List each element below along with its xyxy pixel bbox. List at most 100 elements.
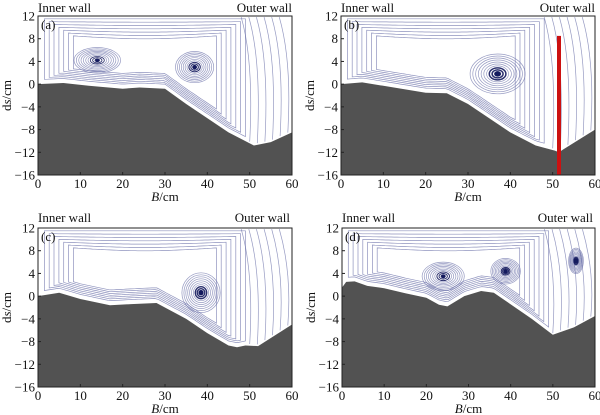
y-axis-label: ds/cm	[302, 80, 317, 111]
y-tick-label: −16	[15, 168, 36, 183]
y-tick-label: 8	[29, 31, 36, 46]
y-axis-label-unit: /cm	[302, 80, 317, 100]
y-tick-label: −8	[21, 334, 35, 349]
y-tick-label: −12	[319, 357, 339, 372]
y-axis-label-prefix: d	[0, 104, 14, 111]
x-tick-label: 30	[462, 176, 475, 191]
vortex-ring	[177, 52, 213, 82]
bed-profile	[38, 292, 292, 387]
inner-wall-label: Inner wall	[38, 0, 91, 15]
vortex-ring	[486, 65, 509, 83]
y-tick-label: 12	[22, 9, 35, 24]
y-tick-label: −16	[318, 168, 339, 183]
x-tick-label: 50	[243, 388, 256, 403]
x-tick-label: 60	[589, 176, 600, 191]
y-tick-label: 0	[332, 77, 339, 92]
y-axis-label-symbol: s	[0, 99, 14, 104]
streamline	[566, 229, 577, 325]
panel-b: Inner wall Outer wall 0 10 20 30 40 50 6012840…	[302, 0, 600, 204]
streamline	[44, 230, 246, 343]
streamline	[544, 229, 555, 334]
x-tick-label: 50	[546, 388, 559, 403]
x-tick-label: 10	[74, 176, 87, 191]
y-tick-label: −12	[15, 357, 35, 372]
outer-wall-label: Outer wall	[237, 0, 293, 15]
vortex-ring	[189, 280, 213, 305]
y-tick-label: 0	[29, 289, 36, 304]
streamline	[73, 35, 217, 110]
x-axis-label: B/cm	[455, 401, 482, 415]
y-tick-label: −4	[21, 99, 35, 114]
streamline	[543, 17, 555, 149]
streamline	[240, 17, 252, 142]
x-tick-label: 40	[504, 176, 517, 191]
y-axis-label-unit: /cm	[0, 80, 14, 100]
streamline	[48, 21, 241, 133]
streamline	[347, 230, 549, 328]
bed-profile	[38, 83, 292, 175]
y-axis-label: ds/cm	[0, 292, 14, 323]
y-tick-label: 0	[29, 77, 36, 92]
streamline	[356, 24, 535, 138]
x-tick-label: 40	[504, 388, 517, 403]
streamline	[263, 17, 274, 140]
x-axis-label-unit: /cm	[159, 189, 179, 204]
vortex-ring	[496, 263, 515, 280]
x-tick-label: 30	[159, 388, 172, 403]
vortex-ring	[78, 49, 117, 71]
streamline	[73, 247, 217, 324]
streamlines	[44, 229, 290, 345]
y-tick-label: 12	[325, 9, 338, 24]
y-axis-label-prefix: d	[0, 316, 14, 323]
vortex-ring	[181, 272, 221, 313]
streamline	[278, 17, 290, 133]
panel-c: Inner wall Outer wall 0 10 20 30 40 50 6012840…	[0, 210, 299, 415]
vortex-ring	[87, 54, 107, 66]
x-tick-label: 0	[35, 176, 42, 191]
y-axis-label-prefix: d	[303, 316, 318, 323]
vortex-ring	[434, 270, 452, 283]
x-tick-label: 50	[243, 176, 256, 191]
vortex-ring	[187, 278, 215, 307]
streamline	[376, 35, 516, 121]
panel-a: Inner wall Outer wall 0 10 20 30 40 50 6012840…	[0, 0, 299, 204]
vortex-ring	[183, 274, 219, 311]
vortex-ring	[572, 255, 580, 267]
vortex-ring	[89, 56, 105, 65]
streamline	[566, 17, 577, 141]
streamlines	[347, 17, 593, 150]
inner-wall-label: Inner wall	[38, 210, 91, 225]
streamline	[362, 239, 535, 312]
vortex-ring	[80, 51, 114, 70]
vortex-ring	[75, 48, 119, 73]
y-tick-label: 4	[333, 266, 340, 281]
x-tick-label: 60	[589, 388, 600, 403]
vortex-ring	[493, 260, 518, 282]
vortex-ring	[502, 268, 510, 275]
streamline	[376, 247, 521, 296]
streamline	[357, 236, 540, 317]
streamlines	[44, 17, 290, 144]
outer-wall-label: Outer wall	[540, 0, 596, 15]
y-tick-label: 0	[333, 289, 340, 304]
streamline	[367, 241, 530, 307]
bed-profile	[341, 82, 595, 175]
vortex-ring	[73, 47, 121, 74]
y-tick-label: −8	[21, 122, 35, 137]
vortex-ring	[432, 268, 455, 284]
x-tick-label: 30	[159, 176, 172, 191]
vortex-ring	[491, 259, 520, 284]
x-axis-label-symbol: B	[454, 189, 462, 204]
bed-profile	[342, 281, 595, 387]
streamline	[551, 229, 562, 331]
streamline	[559, 17, 570, 145]
streamline	[352, 233, 545, 323]
streamline	[68, 32, 222, 115]
panel-label: (c)	[41, 229, 55, 244]
y-tick-label: −12	[318, 145, 338, 160]
outer-wall-label: Outer wall	[538, 210, 594, 225]
y-axis-label: ds/cm	[0, 80, 14, 111]
x-tick-label: 0	[35, 388, 42, 403]
streamline	[63, 29, 227, 120]
